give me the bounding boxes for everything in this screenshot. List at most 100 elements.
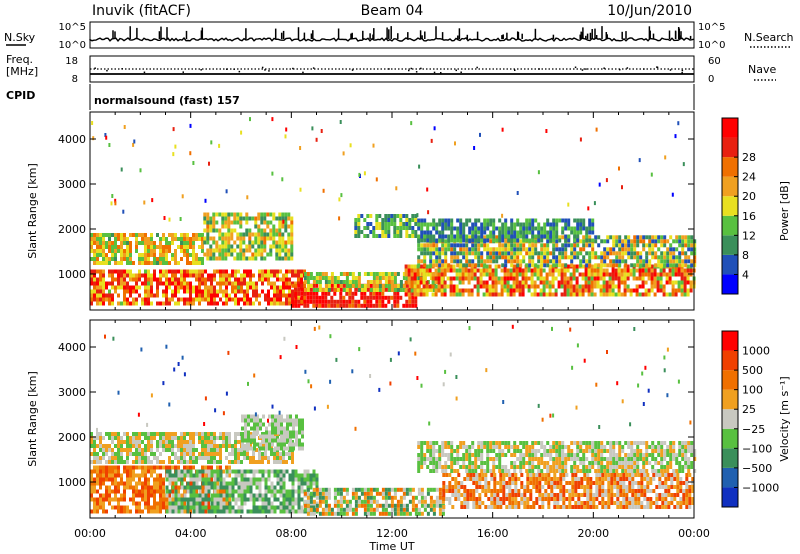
- heatmap-cell: [147, 493, 150, 498]
- heatmap-cell: [126, 249, 129, 253]
- heatmap-cell: [213, 452, 216, 456]
- heatmap-cell: [288, 301, 291, 306]
- heatmap-cell: [192, 261, 195, 265]
- heatmap-cell: [608, 292, 612, 297]
- heatmap-cell: [120, 505, 123, 510]
- heatmap-cell: [144, 269, 147, 274]
- heatmap-cell: [240, 493, 244, 498]
- heatmap-cell: [114, 289, 117, 294]
- heatmap-cell: [279, 489, 283, 494]
- heatmap-cell: [108, 469, 111, 474]
- heatmap-cell: [221, 212, 225, 217]
- heatmap-cell: [470, 292, 474, 297]
- heatmap-cell: [243, 277, 246, 282]
- heatmap-cell: [213, 444, 216, 448]
- heatmap-cell: [519, 251, 523, 256]
- heatmap-cell: [507, 259, 511, 264]
- heatmap-cell: [234, 501, 238, 506]
- heatmap-cell: [587, 292, 591, 297]
- heatmap-cell: [429, 499, 433, 504]
- heatmap-cell: [153, 477, 156, 482]
- heatmap-cell: [162, 440, 165, 444]
- heatmap-cell: [252, 509, 256, 514]
- heatmap-cell: [99, 249, 102, 253]
- heatmap-cell: [258, 273, 261, 278]
- heatmap-cell: [210, 452, 213, 456]
- heatmap-cell: [476, 276, 480, 281]
- heatmap-cell: [192, 285, 195, 290]
- heatmap-cell: [402, 503, 406, 508]
- heatmap-cell: [510, 263, 514, 268]
- heatmap-cell: [242, 240, 246, 245]
- heatmap-cell: [270, 469, 274, 474]
- heatmap-cell: [129, 261, 132, 265]
- heatmap-cell: [594, 251, 598, 256]
- heatmap-cell: [105, 261, 108, 265]
- heatmap-cell: [237, 440, 240, 444]
- heatmap-cell: [141, 452, 144, 456]
- heatmap-cell: [111, 245, 114, 249]
- heatmap-cell: [206, 236, 210, 241]
- heatmap-cell: [381, 234, 385, 238]
- heatmap-cell: [261, 273, 264, 278]
- heatmap-cell: [606, 263, 610, 268]
- heatmap-cell: [299, 187, 302, 192]
- heatmap-cell: [438, 251, 442, 256]
- heatmap-cell: [256, 430, 259, 435]
- heatmap-cell: [144, 281, 147, 286]
- heatmap-cell: [660, 255, 664, 260]
- heatmap-cell: [228, 297, 231, 302]
- heatmap-cell: [486, 234, 490, 239]
- heatmap-cell: [668, 292, 672, 297]
- heatmap-cell: [530, 276, 534, 281]
- heatmap-cell: [117, 233, 120, 237]
- heatmap-cell: [224, 212, 228, 217]
- heatmap-cell: [129, 481, 132, 486]
- heatmap-cell: [262, 422, 265, 427]
- heatmap-cell: [111, 473, 114, 478]
- heatmap-cell: [408, 487, 412, 492]
- heatmap-cell: [330, 303, 334, 308]
- heatmap-cell: [642, 239, 646, 244]
- heatmap-cell: [282, 485, 286, 490]
- heatmap-cell: [278, 252, 282, 257]
- heatmap-cell: [117, 485, 120, 490]
- heatmap-cell: [256, 442, 259, 447]
- heatmap-cell: [236, 244, 240, 249]
- heatmap-cell: [96, 285, 99, 290]
- heatmap-cell: [576, 230, 580, 235]
- heatmap-cell: [438, 495, 442, 500]
- heatmap-cell: [117, 509, 120, 514]
- heatmap-cell: [306, 272, 310, 276]
- heatmap-cell: [284, 228, 288, 233]
- heatmap-cell: [489, 222, 493, 227]
- heatmap-cell: [114, 497, 117, 502]
- heatmap-cell: [90, 485, 93, 490]
- heatmap-cell: [273, 289, 276, 294]
- heatmap-cell: [138, 452, 141, 456]
- heatmap-cell: [291, 303, 295, 308]
- heatmap-cell: [117, 489, 120, 494]
- heatmap-cell: [492, 226, 496, 231]
- heatmap-cell: [336, 511, 340, 516]
- heatmap-cell: [105, 135, 108, 140]
- heatmap-cell: [186, 485, 190, 490]
- heatmap-cell: [165, 448, 168, 452]
- heatmap-cell: [297, 291, 301, 296]
- heatmap-cell: [327, 276, 331, 280]
- heatmap-cell: [276, 473, 280, 478]
- heatmap-cell: [488, 288, 492, 293]
- heatmap-cell: [363, 234, 367, 238]
- heatmap-cell: [108, 465, 111, 470]
- heatmap-cell: [525, 226, 529, 231]
- heatmap-cell: [263, 240, 267, 245]
- heatmap-cell: [271, 442, 274, 447]
- heatmap-cell: [150, 245, 153, 249]
- heatmap-cell: [390, 288, 394, 292]
- heatmap-cell: [617, 268, 621, 273]
- heatmap-cell: [96, 456, 99, 460]
- heatmap-cell: [468, 226, 472, 231]
- heatmap-cell: [399, 234, 403, 238]
- heatmap-cell: [473, 276, 477, 281]
- heatmap-cell: [240, 473, 244, 478]
